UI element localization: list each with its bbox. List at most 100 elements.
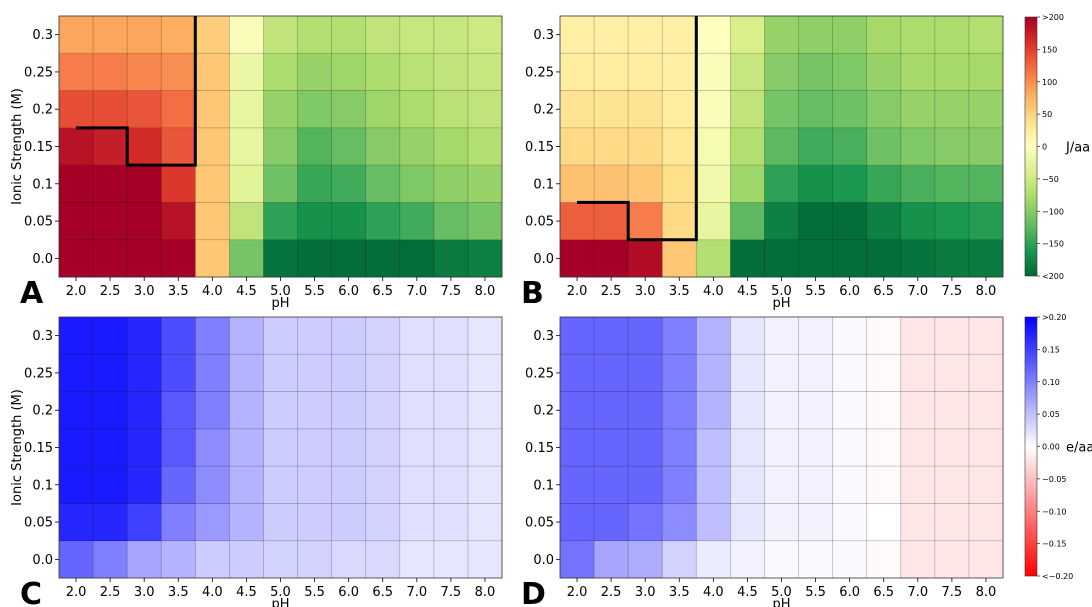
heatmap-cell — [263, 53, 298, 91]
heatmap-cell — [560, 466, 595, 504]
heatmap-cell — [662, 428, 697, 467]
heatmap-cell — [764, 165, 799, 203]
heatmap-cell — [628, 428, 663, 467]
heatmap-cell — [900, 391, 936, 430]
heatmap-cell — [866, 317, 902, 355]
heatmap-panel-c: 2.0 2.5 3.0 3.5 4.0 4.5 5.0 5.5 6.0 6.5 7.0 7.5 8.0 0… — [10, 316, 503, 607]
heatmap-cell — [59, 354, 94, 392]
colorbar-tick-label: >200 — [1042, 13, 1064, 22]
heatmap-cell — [832, 202, 867, 241]
x-tick-label: 2.5 — [100, 284, 121, 299]
heatmap-cell — [365, 202, 401, 241]
x-tick-label: 2.0 — [66, 585, 87, 600]
x-tick-label: 8.0 — [475, 284, 496, 299]
y-tick-label: 0.2 — [32, 404, 53, 419]
heatmap-cell — [832, 503, 867, 542]
heatmap-cell — [594, 127, 629, 166]
colorbar-tick-label: 0.15 — [1042, 345, 1060, 354]
x-tick-label: 5.0 — [771, 585, 792, 600]
y-tick-label: 0.15 — [24, 441, 53, 456]
heatmap-cell — [127, 354, 162, 392]
x-tick-label: 3.5 — [168, 284, 189, 299]
heatmap-cell — [331, 428, 366, 467]
heatmap-cell — [433, 90, 469, 129]
heatmap-cell — [560, 202, 595, 241]
x-tick-label: 6.0 — [839, 585, 860, 600]
heatmap-cell — [798, 540, 833, 579]
heatmap-cell — [730, 165, 765, 203]
heatmap-cell — [764, 53, 799, 91]
x-tick-label: 5.5 — [304, 284, 325, 299]
colorbar-tick-label: −0.15 — [1042, 540, 1067, 549]
x-tick-label: 4.5 — [737, 585, 758, 600]
heatmap-cell — [127, 202, 162, 241]
x-tick-label: 7.0 — [907, 585, 928, 600]
colorbar-tick-label: 50 — [1042, 110, 1052, 119]
heatmap-cell — [730, 391, 765, 430]
heatmap-cell — [399, 391, 435, 430]
y-axis-label: Ionic Strength (M) — [10, 88, 25, 205]
heatmap-cell — [900, 428, 936, 467]
y-tick-label: 0.0 — [32, 252, 53, 267]
heatmap-cell — [832, 317, 867, 355]
heatmap-cell — [900, 317, 936, 355]
heatmap-cell — [331, 53, 366, 91]
heatmap-cell — [399, 165, 435, 203]
heatmap-cell — [229, 354, 264, 392]
heatmap-cell — [832, 466, 867, 504]
heatmap-cell — [331, 354, 366, 392]
colorbar-tick-label: 0.10 — [1042, 378, 1060, 387]
heatmap-cell — [365, 428, 401, 467]
heatmap-cell — [399, 540, 435, 579]
heatmap-cell — [399, 127, 435, 166]
heatmap-cell — [628, 16, 663, 54]
x-tick-label: 4.0 — [703, 284, 724, 299]
heatmap-cell — [467, 127, 503, 166]
heatmap-cell — [161, 53, 196, 91]
heatmap-cell — [934, 391, 970, 430]
x-tick-label: 3.5 — [669, 585, 690, 600]
heatmap-cell — [467, 239, 503, 278]
colorbar-tick-label: 100 — [1042, 78, 1057, 87]
heatmap-cell — [764, 354, 799, 392]
heatmap-cell — [832, 16, 867, 54]
heatmap-cell — [467, 317, 503, 355]
y-tick-label: 0.05 — [525, 215, 554, 230]
heatmap-cell — [662, 165, 697, 203]
heatmap-cell — [467, 202, 503, 241]
heatmap-cell — [433, 317, 469, 355]
heatmap-cell — [560, 428, 595, 467]
x-tick-label: 4.5 — [236, 585, 257, 600]
heatmap-cell — [594, 391, 629, 430]
heatmap-cell — [594, 90, 629, 129]
heatmap-cell — [798, 391, 833, 430]
heatmap-cell — [798, 202, 833, 241]
heatmap-cell — [832, 53, 867, 91]
heatmap-cell — [628, 90, 663, 129]
heatmap-cell — [866, 16, 902, 54]
heatmap-cell — [934, 202, 970, 241]
colorbar-gradient — [1024, 316, 1038, 577]
heatmap-cell — [161, 127, 196, 166]
heatmap-cell — [365, 239, 401, 278]
heatmap-cell — [59, 90, 94, 129]
x-tick-label: 7.0 — [406, 585, 427, 600]
x-axis-label: pH — [772, 597, 790, 607]
heatmap-cell — [866, 127, 902, 166]
heatmap-cell — [696, 354, 731, 392]
x-tick-label: 3.0 — [134, 585, 155, 600]
heatmap-cell — [662, 202, 697, 241]
heatmap-cell — [297, 540, 332, 579]
heatmap-cell — [433, 239, 469, 278]
heatmap-cell — [662, 53, 697, 91]
x-tick-label: 2.5 — [601, 284, 622, 299]
heatmap-cell — [433, 16, 469, 54]
heatmap-cell — [467, 428, 503, 467]
heatmap-cell — [93, 428, 128, 467]
heatmap-cell — [730, 202, 765, 241]
y-tick-label: 0.15 — [525, 441, 554, 456]
heatmap-cell — [161, 466, 196, 504]
heatmap-cell — [866, 202, 902, 241]
heatmap-cell — [263, 90, 298, 129]
